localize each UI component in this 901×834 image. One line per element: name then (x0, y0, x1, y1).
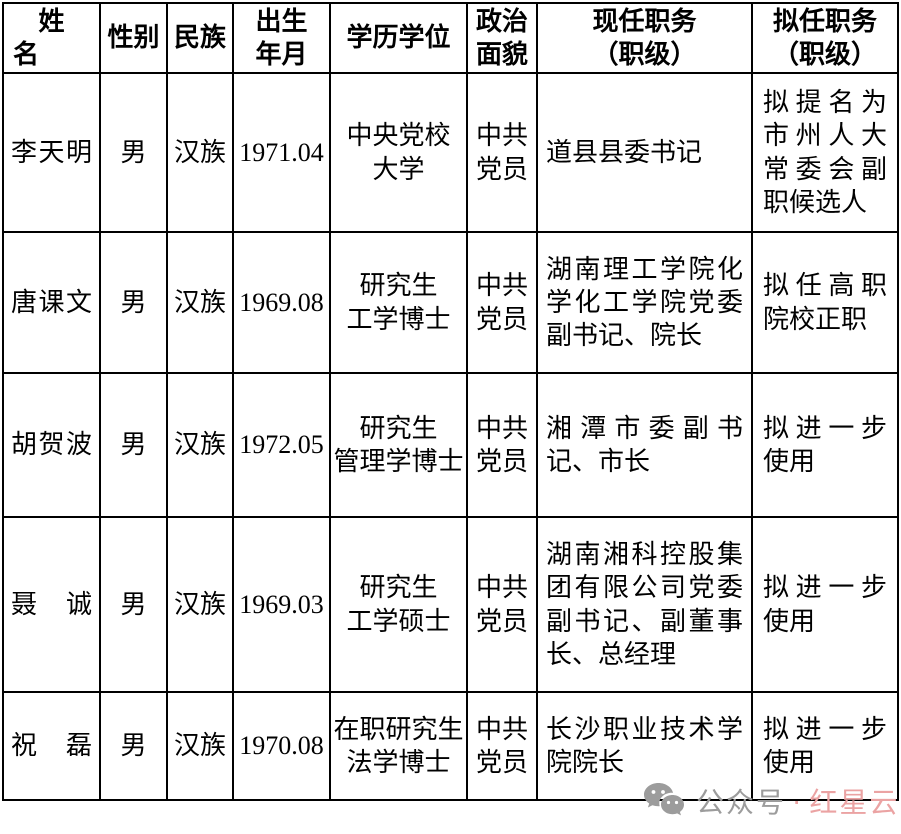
cell-education: 研究生 管理学博士 (329, 372, 468, 518)
column-header-current-position: 现任职务 （职级） (536, 2, 753, 74)
column-header-name: 姓 名 (2, 2, 101, 74)
cell-education: 在职研究生 法学博士 (329, 691, 468, 801)
cell-party: 中共 党员 (466, 516, 538, 693)
cell-education: 中央党校 大学 (329, 72, 468, 233)
cell-gender: 男 (99, 72, 168, 233)
cell-birth: 1970.08 (232, 691, 331, 801)
cell-birth: 1972.05 (232, 372, 331, 518)
column-header-party: 政治 面貌 (466, 2, 538, 74)
cell-ethnicity: 汉族 (166, 72, 234, 233)
cell-gender: 男 (99, 231, 168, 374)
watermark-separator: · (792, 785, 804, 816)
watermark-label: 公众号 (696, 787, 787, 818)
cell-education: 研究生 工学博士 (329, 231, 468, 374)
cell-current-position: 道县县委书记 (536, 72, 753, 233)
personnel-table: 姓 名 性别 民族 出生 年月 学历学位 政治 面貌 现任职务 （职级） 拟任职… (2, 2, 899, 801)
cell-current-position: 长沙职业技术学院院长 (536, 691, 753, 801)
column-header-birth: 出生 年月 (232, 2, 331, 74)
cell-gender: 男 (99, 372, 168, 518)
column-header-gender: 性别 (99, 2, 168, 74)
cell-party: 中共 党员 (466, 372, 538, 518)
cell-gender: 男 (99, 516, 168, 693)
cell-gender: 男 (99, 691, 168, 801)
wechat-icon (642, 781, 686, 821)
cell-birth: 1971.04 (232, 72, 331, 233)
cell-party: 中共 党员 (466, 72, 538, 233)
cell-party: 中共 党员 (466, 691, 538, 801)
watermark-brand: 红星云 (809, 787, 900, 818)
cell-proposed-position: 拟进一步使用 (751, 691, 899, 801)
cell-current-position: 湖南湘科控股集团有限公司党委副书记、副董事长、总经理 (536, 516, 753, 693)
cell-birth: 1969.03 (232, 516, 331, 693)
cell-ethnicity: 汉族 (166, 516, 234, 693)
cell-name: 胡贺波 (2, 372, 101, 518)
cell-current-position: 湖南理工学院化学化工学院党委副书记、院长 (536, 231, 753, 374)
table-row: 李天明 男 汉族 1971.04 中央党校 大学 中共 党员 道县县委书记 拟提… (2, 72, 899, 233)
cell-proposed-position: 拟进一步使用 (751, 372, 899, 518)
cell-proposed-position: 拟提名为市州人大常委会副职候选人 (751, 72, 899, 233)
cell-birth: 1969.08 (232, 231, 331, 374)
cell-proposed-position: 拟进一步使用 (751, 516, 899, 693)
table-row: 聂 诚 男 汉族 1969.03 研究生 工学硕士 中共 党员 湖南湘科控股集团… (2, 516, 899, 693)
table-row: 唐课文 男 汉族 1969.08 研究生 工学博士 中共 党员 湖南理工学院化学… (2, 231, 899, 374)
column-header-proposed-position: 拟任职务 （职级） (751, 2, 899, 74)
cell-party: 中共 党员 (466, 231, 538, 374)
table-row: 胡贺波 男 汉族 1972.05 研究生 管理学博士 中共 党员 湘潭市委副书记… (2, 372, 899, 518)
watermark: 公众号 · 红星云 (642, 780, 899, 822)
cell-ethnicity: 汉族 (166, 231, 234, 374)
header-row: 姓 名 性别 民族 出生 年月 学历学位 政治 面貌 现任职务 （职级） 拟任职… (2, 2, 899, 74)
cell-ethnicity: 汉族 (166, 691, 234, 801)
cell-education: 研究生 工学硕士 (329, 516, 468, 693)
cell-name: 李天明 (2, 72, 101, 233)
column-header-education: 学历学位 (329, 2, 468, 74)
cell-name: 唐课文 (2, 231, 101, 374)
column-header-ethnicity: 民族 (166, 2, 234, 74)
cell-name: 祝 磊 (2, 691, 101, 801)
cell-current-position: 湘潭市委副书记、市长 (536, 372, 753, 518)
cell-ethnicity: 汉族 (166, 372, 234, 518)
cell-proposed-position: 拟任高职院校正职 (751, 231, 899, 374)
cell-name: 聂 诚 (2, 516, 101, 693)
table-row: 祝 磊 男 汉族 1970.08 在职研究生 法学博士 中共 党员 长沙职业技术… (2, 691, 899, 801)
